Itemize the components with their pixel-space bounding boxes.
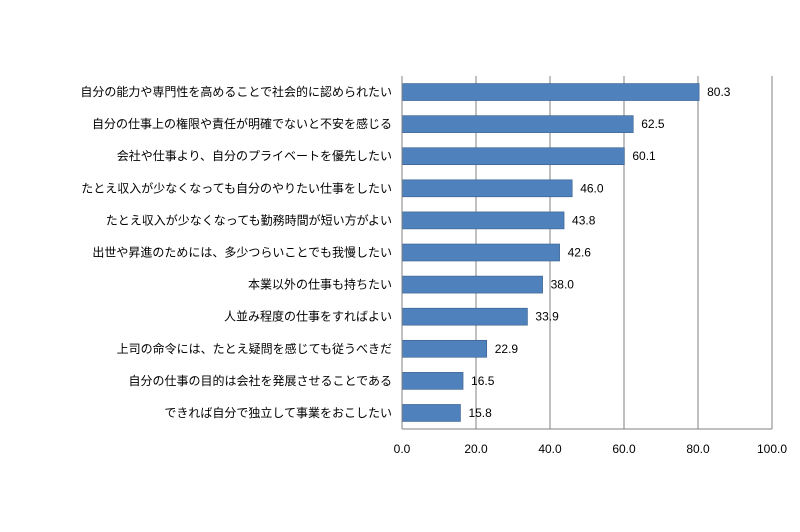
bar <box>401 179 573 198</box>
bar-value-label: 15.8 <box>468 406 492 420</box>
category-label: できれば自分で独立して事業をおこしたい <box>164 405 392 420</box>
category-label: 会社や仕事より、自分のプライベートを優先したい <box>117 148 392 163</box>
bars <box>401 83 700 422</box>
category-label: たとえ収入が少なくなっても勤務時間が短い方がよい <box>106 212 392 227</box>
x-tick-label: 80.0 <box>686 442 710 456</box>
bar <box>401 275 543 294</box>
bar <box>401 83 700 101</box>
bar-value-label: 38.0 <box>551 278 575 292</box>
bar-value-label: 16.5 <box>471 374 495 388</box>
bar-value-label: 46.0 <box>580 181 604 195</box>
category-label: 自分の仕事の目的は会社を発展させることである <box>128 373 392 388</box>
bar-value-label: 42.6 <box>568 246 592 260</box>
bar <box>401 211 565 230</box>
x-axis-tick-labels: 0.0 20.0 40.0 60.0 80.0 100.0 <box>394 442 788 456</box>
bar <box>401 115 634 133</box>
category-label: 自分の仕事上の権限や責任が明確でないと不安を感じる <box>92 116 392 131</box>
category-label: 人並み程度の仕事をすればよい <box>224 309 392 324</box>
x-tick-label: 60.0 <box>612 442 636 456</box>
bar-value-label: 22.9 <box>495 342 519 356</box>
bar-value-label: 60.1 <box>632 149 656 163</box>
category-label: 自分の能力や専門性を高めることで社会的に認められたい <box>80 84 392 99</box>
x-tick-label: 0.0 <box>394 442 411 456</box>
bar <box>401 307 528 326</box>
bar-value-label: 33.9 <box>535 310 559 324</box>
bar <box>401 372 464 390</box>
value-labels: 80.3 62.5 60.1 46.0 43.8 42.6 38.0 33.9 22.9 16.5… <box>468 85 730 420</box>
bar <box>401 339 488 358</box>
bar <box>401 243 560 262</box>
category-label: 出世や昇進のためには、多少つらいことでも我慢したい <box>92 246 392 260</box>
x-tick-label: 100.0 <box>757 442 787 456</box>
gridlines <box>475 76 773 429</box>
bar <box>401 404 461 422</box>
bar-value-label: 43.8 <box>572 213 596 227</box>
x-tick-label: 40.0 <box>538 442 562 456</box>
bar <box>401 147 625 166</box>
x-tick-label: 20.0 <box>464 442 488 456</box>
bar-value-label: 80.3 <box>707 85 731 99</box>
category-label: たとえ収入が少なくなっても自分のやりたい仕事をしたい <box>81 180 392 195</box>
bar-value-label: 62.5 <box>641 117 665 131</box>
category-label: 上司の命令には、たとえ疑問を感じても従うべきだ <box>117 341 392 356</box>
category-labels: 自分の能力や専門性を高めることで社会的に認められたい自分の仕事上の権限や責任が明… <box>80 84 392 420</box>
category-label: 本業以外の仕事も持ちたい <box>248 277 392 292</box>
